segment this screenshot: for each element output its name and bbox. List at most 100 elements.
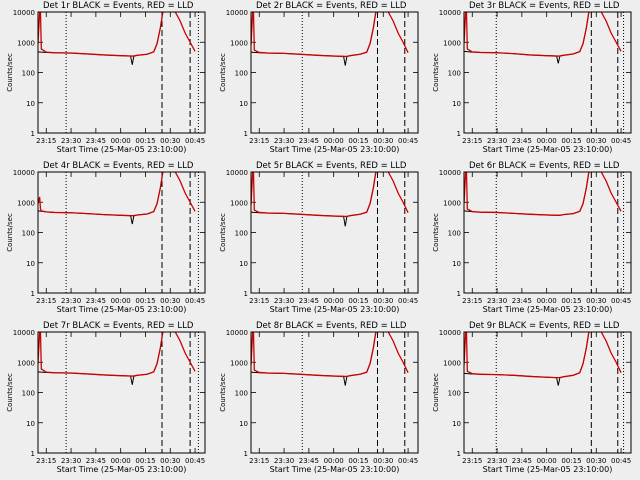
y-tick-label: 10 [452,260,461,268]
x-tick-label: 00:15 [561,297,581,305]
y-tick-label: 100 [448,390,461,398]
y-tick-label: 1000 [443,359,461,367]
x-tick-label: 00:45 [398,137,418,145]
x-tick-label: 00:15 [135,457,155,465]
x-tick-label: 00:15 [135,137,155,145]
y-axis-label: Counts/sec [432,373,440,412]
plot-frame [463,331,632,454]
y-tick-label: 1000 [230,199,248,207]
x-tick-label: 23:30 [487,457,507,465]
x-tick-label: 00:30 [586,457,606,465]
x-tick-label: 23:45 [299,297,319,305]
y-axis-label: Counts/sec [6,213,14,252]
y-tick-label: 1000 [17,39,35,47]
x-axis-label: Start Time (25-Mar-05 23:10:00) [483,305,613,314]
series-line [464,332,622,379]
y-tick-label: 10 [239,100,248,108]
x-tick-label: 00:00 [324,457,344,465]
panel: Det 6r BLACK = Events, RED = LLD Start Ti… [432,161,632,314]
x-tick-label: 23:15 [36,137,56,145]
x-tick-label: 23:45 [512,137,532,145]
x-tick-label: 23:45 [86,137,106,145]
plot-frame [37,331,206,454]
y-tick-label: 1000 [443,39,461,47]
series-line [38,12,196,57]
x-tick-label: 00:00 [537,457,557,465]
x-tick-label: 00:45 [611,457,631,465]
x-tick-label: 23:45 [512,297,532,305]
y-tick-label: 100 [235,390,248,398]
x-tick-label: 23:15 [462,137,482,145]
x-tick-label: 00:00 [111,297,131,305]
panel: Det 8r BLACK = Events, RED = LLD Start Ti… [219,321,419,474]
chart-title: Det 8r BLACK = Events, RED = LLD [256,321,407,331]
y-tick-label: 1000 [17,199,35,207]
y-tick-label: 100 [235,230,248,238]
x-tick-label: 23:15 [462,457,482,465]
x-axis-label: Start Time (25-Mar-05 23:10:00) [270,465,400,474]
x-tick-label: 00:00 [111,457,131,465]
y-tick-label: 1 [31,450,35,458]
x-axis-label: Start Time (25-Mar-05 23:10:00) [57,145,187,154]
series-line [251,12,409,58]
panel: Det 5r BLACK = Events, RED = LLD Start Ti… [219,161,419,314]
x-tick-label: 23:30 [487,137,507,145]
x-axis-label: Start Time (25-Mar-05 23:10:00) [270,145,400,154]
panel: Det 7r BLACK = Events, RED = LLD Start Ti… [6,321,206,474]
chart-title: Det 3r BLACK = Events, RED = LLD [469,1,620,11]
chart-title: Det 6r BLACK = Events, RED = LLD [469,161,620,171]
chart-title: Det 9r BLACK = Events, RED = LLD [469,321,620,331]
y-tick-label: 10000 [13,9,35,17]
x-tick-label: 00:45 [398,457,418,465]
x-tick-label: 00:30 [160,297,180,305]
y-tick-label: 1000 [230,39,248,47]
y-tick-label: 1 [457,130,461,138]
y-tick-label: 1 [31,130,35,138]
plot-frame [37,171,206,294]
x-tick-label: 00:30 [373,297,393,305]
panel: Det 3r BLACK = Events, RED = LLD Start Ti… [432,1,632,154]
y-axis-label: Counts/sec [432,213,440,252]
chart-title: Det 7r BLACK = Events, RED = LLD [43,321,194,331]
y-axis-label: Counts/sec [219,373,227,412]
y-axis-label: Counts/sec [6,373,14,412]
y-tick-label: 10 [26,420,35,428]
y-tick-label: 1 [457,450,461,458]
y-tick-label: 10 [26,100,35,108]
y-tick-label: 1 [31,290,35,298]
chart-title: Det 5r BLACK = Events, RED = LLD [256,161,407,171]
x-tick-label: 00:30 [586,137,606,145]
x-tick-label: 23:15 [249,137,269,145]
plot-frame [250,171,419,294]
x-tick-label: 00:15 [561,457,581,465]
x-tick-label: 00:15 [348,297,368,305]
plot-frame [37,11,206,134]
x-tick-label: 00:45 [398,297,418,305]
y-tick-label: 10000 [226,9,248,17]
y-tick-label: 1000 [230,359,248,367]
chart-title: Det 1r BLACK = Events, RED = LLD [43,1,194,11]
series-line [464,172,622,216]
x-tick-label: 23:30 [61,457,81,465]
plot-frame [463,11,632,134]
y-axis-label: Counts/sec [219,213,227,252]
y-tick-label: 1 [244,290,248,298]
x-tick-label: 23:30 [487,297,507,305]
y-tick-label: 10000 [13,169,35,177]
y-tick-label: 10000 [226,169,248,177]
y-tick-label: 1000 [443,199,461,207]
chart-title: Det 2r BLACK = Events, RED = LLD [256,1,407,11]
y-tick-label: 10 [26,260,35,268]
y-tick-label: 100 [22,390,35,398]
y-tick-label: 100 [448,230,461,238]
x-axis-label: Start Time (25-Mar-05 23:10:00) [483,145,613,154]
x-tick-label: 00:00 [537,297,557,305]
x-tick-label: 00:45 [611,137,631,145]
x-tick-label: 00:00 [537,137,557,145]
plot-frame [463,171,632,294]
y-tick-label: 10000 [439,169,461,177]
x-tick-label: 23:45 [86,297,106,305]
